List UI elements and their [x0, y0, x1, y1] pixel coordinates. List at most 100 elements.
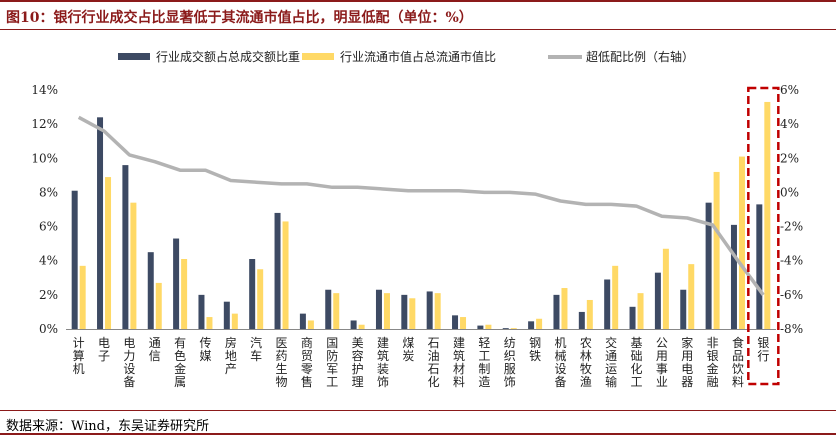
bar-share-turnover [756, 204, 763, 329]
category-label: 轻工制造 [478, 336, 490, 389]
legend-swatch-1 [302, 53, 334, 60]
legend-label-2: 超低配比例（右轴） [586, 49, 694, 64]
category-label: 传媒 [199, 335, 211, 363]
bar-share-turnover [730, 224, 737, 329]
bar-share-market-cap [561, 288, 568, 329]
bar-share-turnover [375, 289, 382, 329]
y-right-tick: -2% [780, 220, 803, 234]
category-label: 国防军工 [326, 336, 338, 389]
y-left-tick: 4% [39, 254, 58, 268]
bar-share-turnover [147, 252, 154, 329]
bar-share-market-cap [105, 177, 112, 329]
source-note: 数据来源：Wind，东吴证券研究所 [6, 419, 209, 434]
bar-share-turnover [97, 117, 104, 329]
bar-share-turnover [274, 212, 281, 329]
category-label: 石油石化 [428, 336, 440, 389]
category-label: 基础化工 [631, 336, 643, 389]
bar-share-market-cap [536, 318, 543, 329]
y-left-tick: 0% [39, 322, 58, 336]
highlight-box [747, 86, 780, 386]
y-right-tick: -6% [780, 288, 803, 302]
bar-share-market-cap [637, 293, 644, 329]
legend-label-0: 行业成交额占总成交额比重 [156, 49, 300, 64]
bar-share-market-cap [181, 259, 188, 329]
bar-share-market-cap [688, 264, 695, 329]
category-label: 房地产 [225, 335, 237, 376]
bar-share-market-cap [282, 221, 289, 329]
bar-share-turnover [680, 289, 687, 329]
category-label: 美容护理 [352, 336, 364, 389]
category-label: 建筑装饰 [377, 336, 389, 389]
bar-share-turnover [401, 294, 408, 329]
category-label: 机械设备 [554, 336, 566, 389]
category-label: 钢铁 [529, 336, 541, 363]
category-label: 纺织服饰 [504, 336, 516, 389]
bar-share-turnover [578, 311, 585, 329]
category-label: 交通运输 [605, 335, 617, 389]
y-left-tick: 10% [31, 151, 58, 165]
bar-share-turnover [325, 289, 332, 329]
bar-share-market-cap [460, 317, 467, 329]
category-label: 电子 [98, 336, 110, 363]
legend-swatch-0 [118, 53, 150, 60]
bar-share-market-cap [358, 324, 365, 329]
y-right-tick: -8% [780, 322, 803, 336]
y-left-tick: 14% [31, 83, 58, 97]
legend-label-1: 行业流通市值占总流通市值比 [340, 49, 496, 64]
source-bar: 数据来源：Wind，东吴证券研究所 [0, 410, 836, 435]
bar-share-turnover [654, 272, 661, 329]
bar-share-turnover [426, 291, 433, 329]
bar-share-market-cap [485, 324, 492, 329]
bar-share-market-cap [206, 317, 213, 329]
category-label: 食品饮料 [732, 335, 744, 389]
chart: 行业成交额占总成交额比重 行业流通市值占总流通市值比 超低配比例（右轴） 0% 2% 4%… [31, 49, 803, 389]
category-label: 非银金融 [707, 336, 719, 389]
line-over-underweight [77, 115, 765, 296]
y-left-tick: 12% [31, 117, 58, 131]
bar-share-market-cap [586, 299, 593, 329]
category-label: 通信 [149, 336, 161, 363]
category-label: 电力设备 [123, 336, 135, 389]
bar-share-turnover [71, 190, 78, 329]
category-label: 计算机 [73, 336, 85, 376]
bar-share-market-cap [79, 265, 86, 329]
bar-share-turnover [553, 294, 560, 329]
category-label: 建筑材料 [453, 336, 465, 389]
bar-share-market-cap [738, 156, 745, 329]
category-label: 家用电器 [681, 335, 693, 389]
y-left-tick: 8% [39, 185, 58, 199]
bar-share-market-cap [307, 320, 314, 329]
title-bar: 图10：银行行业成交占比显著低于其流通市值占比，明显低配（单位：%） [0, 0, 836, 30]
bar-share-turnover [198, 294, 205, 329]
bar-share-market-cap [713, 171, 720, 329]
bar-share-turnover [299, 313, 306, 329]
bar-share-turnover [705, 202, 712, 329]
y-right-tick: 4% [780, 117, 799, 131]
bar-share-turnover [223, 301, 230, 329]
bar-share-market-cap [231, 313, 238, 329]
bar-share-market-cap [612, 265, 619, 329]
category-label: 有色金属 [174, 336, 186, 389]
category-label: 银行 [757, 336, 769, 363]
bar-share-turnover [477, 325, 484, 329]
y-left-tick: 6% [39, 220, 58, 234]
y-right-tick: -4% [780, 254, 803, 268]
y-right-tick: 6% [780, 83, 799, 97]
bar-share-market-cap [510, 328, 517, 329]
bar-share-market-cap [333, 293, 340, 329]
y-left-tick: 2% [39, 288, 58, 302]
bar-share-market-cap [764, 101, 771, 329]
bar-share-market-cap [409, 298, 416, 329]
bar-share-turnover [528, 321, 535, 329]
category-label: 商贸零售 [301, 335, 313, 389]
category-label: 汽车 [250, 335, 262, 363]
bar-share-turnover [122, 165, 129, 329]
bar-share-market-cap [662, 248, 669, 329]
bar-share-market-cap [257, 269, 264, 329]
bar-share-turnover [350, 320, 357, 329]
category-label: 公用事业 [656, 336, 668, 389]
bar-share-turnover [502, 328, 509, 329]
bar-share-turnover [249, 259, 256, 329]
bar-share-market-cap [383, 293, 390, 329]
bar-share-market-cap [155, 282, 162, 329]
